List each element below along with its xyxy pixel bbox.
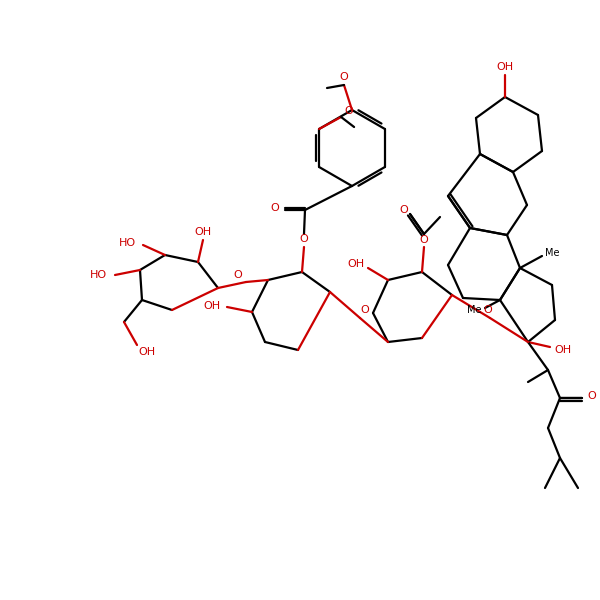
Text: OH: OH (554, 345, 572, 355)
Text: OH: OH (496, 62, 514, 72)
Text: O: O (484, 305, 493, 315)
Text: HO: HO (118, 238, 136, 248)
Text: O: O (587, 391, 596, 401)
Text: O: O (299, 234, 308, 244)
Text: Me: Me (545, 248, 559, 258)
Text: O: O (233, 270, 242, 280)
Text: O: O (271, 203, 280, 213)
Text: OH: OH (139, 347, 155, 357)
Text: O: O (361, 305, 370, 315)
Text: OH: OH (194, 227, 212, 237)
Text: OH: OH (347, 259, 365, 269)
Text: HO: HO (89, 270, 107, 280)
Text: O: O (419, 235, 428, 245)
Text: O: O (345, 106, 353, 116)
Text: Me: Me (467, 305, 481, 315)
Text: O: O (340, 72, 349, 82)
Text: O: O (400, 205, 409, 215)
Text: OH: OH (203, 301, 221, 311)
